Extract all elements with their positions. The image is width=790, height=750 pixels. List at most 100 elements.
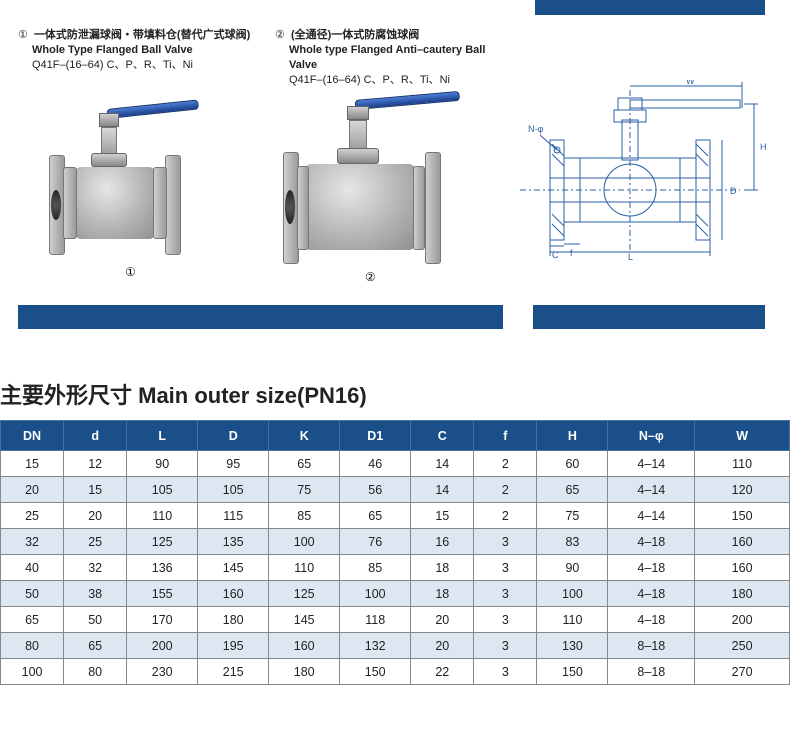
table-cell: 4–18 <box>608 529 695 555</box>
table-cell: 85 <box>340 555 411 581</box>
table-cell: 75 <box>537 503 608 529</box>
table-cell: 4–14 <box>608 503 695 529</box>
table-cell: 12 <box>64 451 127 477</box>
table-cell: 110 <box>269 555 340 581</box>
table-cell: 4–18 <box>608 555 695 581</box>
table-cell: 3 <box>474 529 537 555</box>
table-cell: 200 <box>127 633 198 659</box>
table-cell: 3 <box>474 581 537 607</box>
mid-blue-bar-right <box>533 305 765 329</box>
table-header-row: DNdLDKD1CfHN–φW <box>1 421 790 451</box>
table-cell: 90 <box>537 555 608 581</box>
table-cell: 76 <box>340 529 411 555</box>
mid-blue-bar-left <box>18 305 503 329</box>
table-cell: 160 <box>695 529 790 555</box>
table-cell: 180 <box>269 659 340 685</box>
table-cell: 100 <box>340 581 411 607</box>
dim-L: L <box>628 252 633 260</box>
table-col-K: K <box>269 421 340 451</box>
table-col-D: D <box>198 421 269 451</box>
table-cell: 14 <box>411 477 474 503</box>
table-row: 20151051057556142654–14120 <box>1 477 790 503</box>
table-cell: 195 <box>198 633 269 659</box>
table-cell: 14 <box>411 451 474 477</box>
table-col-H: H <box>537 421 608 451</box>
table-cell: 18 <box>411 555 474 581</box>
table-cell: 3 <box>474 633 537 659</box>
table-row: 151290956546142604–14110 <box>1 451 790 477</box>
table-cell: 200 <box>695 607 790 633</box>
table-cell: 4–18 <box>608 581 695 607</box>
table-cell: 15 <box>1 451 64 477</box>
table-cell: 120 <box>695 477 790 503</box>
dim-C: C <box>552 250 559 260</box>
table-cell: 110 <box>537 607 608 633</box>
table-row: 25201101158565152754–14150 <box>1 503 790 529</box>
table-row: 65501701801451182031104–18200 <box>1 607 790 633</box>
top-blue-bar <box>535 0 765 15</box>
table-cell: 155 <box>127 581 198 607</box>
table-col-d: d <box>64 421 127 451</box>
table-cell: 150 <box>340 659 411 685</box>
product2-en: Whole type Flanged Anti–cautery Ball Val… <box>275 43 515 73</box>
product1-image: ① <box>35 95 225 275</box>
table-cell: 2 <box>474 477 537 503</box>
table-row: 322512513510076163834–18160 <box>1 529 790 555</box>
table-cell: 3 <box>474 555 537 581</box>
table-body: 151290956546142604–141102015105105755614… <box>1 451 790 685</box>
technical-diagram: W H L C f D N-φ <box>510 80 770 260</box>
dim-N: N-φ <box>528 124 543 134</box>
table-cell: 25 <box>1 503 64 529</box>
table-cell: 130 <box>537 633 608 659</box>
table-cell: 50 <box>64 607 127 633</box>
table-cell: 105 <box>198 477 269 503</box>
product1-label: ① 一体式防泄漏球阀・带填料仓(替代广式球阀) Whole Type Flang… <box>18 28 258 73</box>
table-cell: 60 <box>537 451 608 477</box>
table-cell: 65 <box>340 503 411 529</box>
table-cell: 20 <box>64 503 127 529</box>
table-cell: 2 <box>474 503 537 529</box>
product1-model: Q41F–(16–64) C、P、R、Ti、Ni <box>18 58 258 73</box>
table-cell: 65 <box>537 477 608 503</box>
table-col-L: L <box>127 421 198 451</box>
table-cell: 80 <box>1 633 64 659</box>
table-cell: 160 <box>198 581 269 607</box>
table-cell: 180 <box>695 581 790 607</box>
table-cell: 32 <box>1 529 64 555</box>
table-cell: 215 <box>198 659 269 685</box>
spec-table: DNdLDKD1CfHN–φW 151290956546142604–14110… <box>0 420 790 685</box>
table-cell: 15 <box>411 503 474 529</box>
dim-H: H <box>760 142 767 152</box>
table-cell: 20 <box>411 633 474 659</box>
table-col-DN: DN <box>1 421 64 451</box>
product1-en: Whole Type Flanged Ball Valve <box>18 43 258 58</box>
table-cell: 38 <box>64 581 127 607</box>
table-cell: 4–18 <box>608 607 695 633</box>
product2-image: ② <box>265 90 485 280</box>
table-row: 100802302151801502231508–18270 <box>1 659 790 685</box>
table-cell: 90 <box>127 451 198 477</box>
table-cell: 46 <box>340 451 411 477</box>
table-cell: 3 <box>474 659 537 685</box>
table-cell: 80 <box>64 659 127 685</box>
table-cell: 65 <box>1 607 64 633</box>
table-cell: 18 <box>411 581 474 607</box>
table-col-N–φ: N–φ <box>608 421 695 451</box>
spec-table-wrap: DNdLDKD1CfHN–φW 151290956546142604–14110… <box>0 420 790 685</box>
product1-cn: 一体式防泄漏球阀・带填料仓(替代广式球阀) <box>34 29 250 41</box>
table-cell: 145 <box>269 607 340 633</box>
table-cell: 100 <box>537 581 608 607</box>
table-cell: 8–18 <box>608 633 695 659</box>
table-cell: 95 <box>198 451 269 477</box>
table-cell: 160 <box>695 555 790 581</box>
table-cell: 118 <box>340 607 411 633</box>
product2-bottom-num: ② <box>365 270 376 284</box>
table-cell: 150 <box>695 503 790 529</box>
table-cell: 50 <box>1 581 64 607</box>
table-cell: 4–14 <box>608 451 695 477</box>
table-row: 50381551601251001831004–18180 <box>1 581 790 607</box>
dim-f: f <box>570 248 573 258</box>
table-cell: 132 <box>340 633 411 659</box>
table-cell: 115 <box>198 503 269 529</box>
dim-D: D <box>730 186 737 196</box>
